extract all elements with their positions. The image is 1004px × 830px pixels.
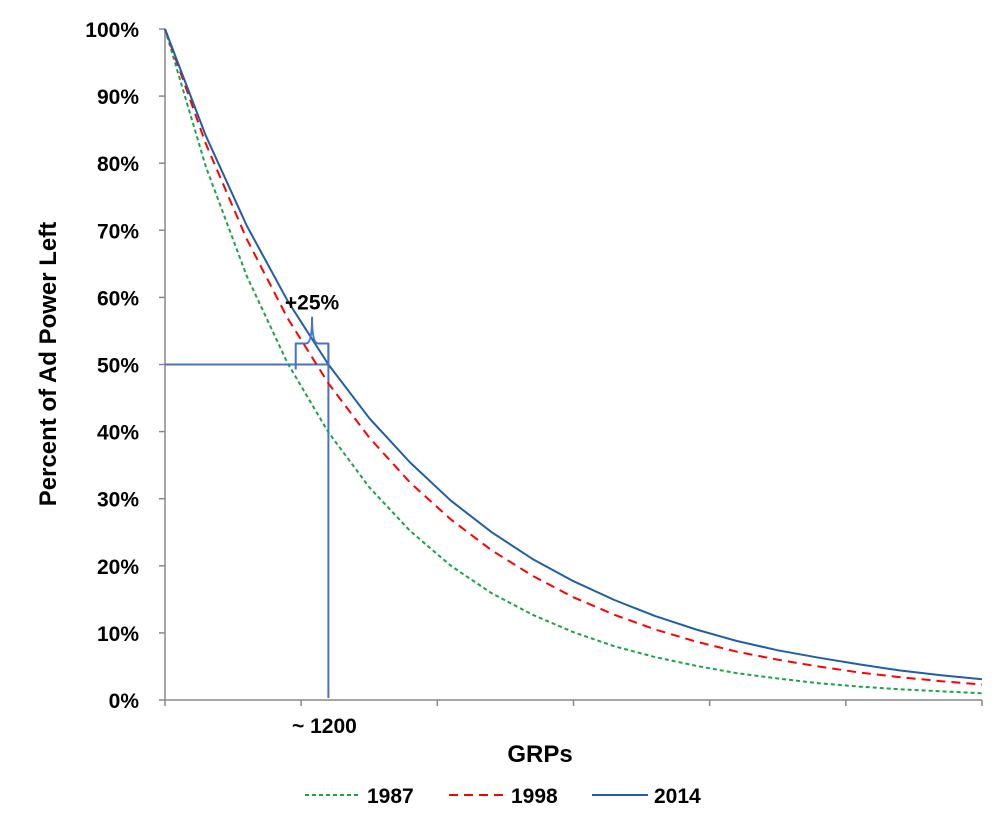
y-tick-label: 20%: [97, 556, 139, 579]
series-line-1987: [164, 28, 983, 695]
difference-brace: [294, 316, 330, 370]
legend: 1987 1998 2014: [305, 785, 701, 808]
legend-label-1987: 1987: [367, 785, 414, 808]
y-tick-label: 90%: [97, 86, 139, 109]
y-tick-label: 40%: [97, 422, 139, 445]
annotations-layer: +25% ~ 1200: [285, 292, 357, 739]
y-axis-title: Percent of Ad Power Left: [35, 222, 62, 506]
y-tick-label: 0%: [109, 690, 140, 713]
series-line-2014: [164, 28, 983, 681]
axes-layer: 0% 10% 20% 30% 40% 50% 60% 70% 80% 90% 100%: [85, 19, 983, 713]
legend-item-1998: 1998: [449, 785, 558, 808]
y-tick-label: 100%: [85, 19, 139, 42]
y-tick-label: 80%: [97, 153, 139, 176]
plus-25-percent-label: +25%: [285, 292, 340, 315]
series-line-1998: [164, 28, 983, 686]
y-tick-label: 50%: [97, 355, 139, 378]
x-axis-title: GRPs: [507, 741, 572, 768]
x-1200-label: ~ 1200: [292, 715, 357, 738]
series-layer: [164, 28, 983, 695]
legend-item-1987: 1987: [305, 785, 414, 808]
legend-label-1998: 1998: [511, 785, 558, 808]
y-tick-label: 60%: [97, 287, 139, 310]
y-tick-label: 30%: [97, 489, 139, 512]
guide-lines-layer: [165, 344, 330, 698]
y-tick-label: 10%: [97, 623, 139, 646]
legend-item-2014: 2014: [592, 785, 701, 808]
legend-label-2014: 2014: [654, 785, 701, 808]
y-tick-label: 70%: [97, 220, 139, 243]
